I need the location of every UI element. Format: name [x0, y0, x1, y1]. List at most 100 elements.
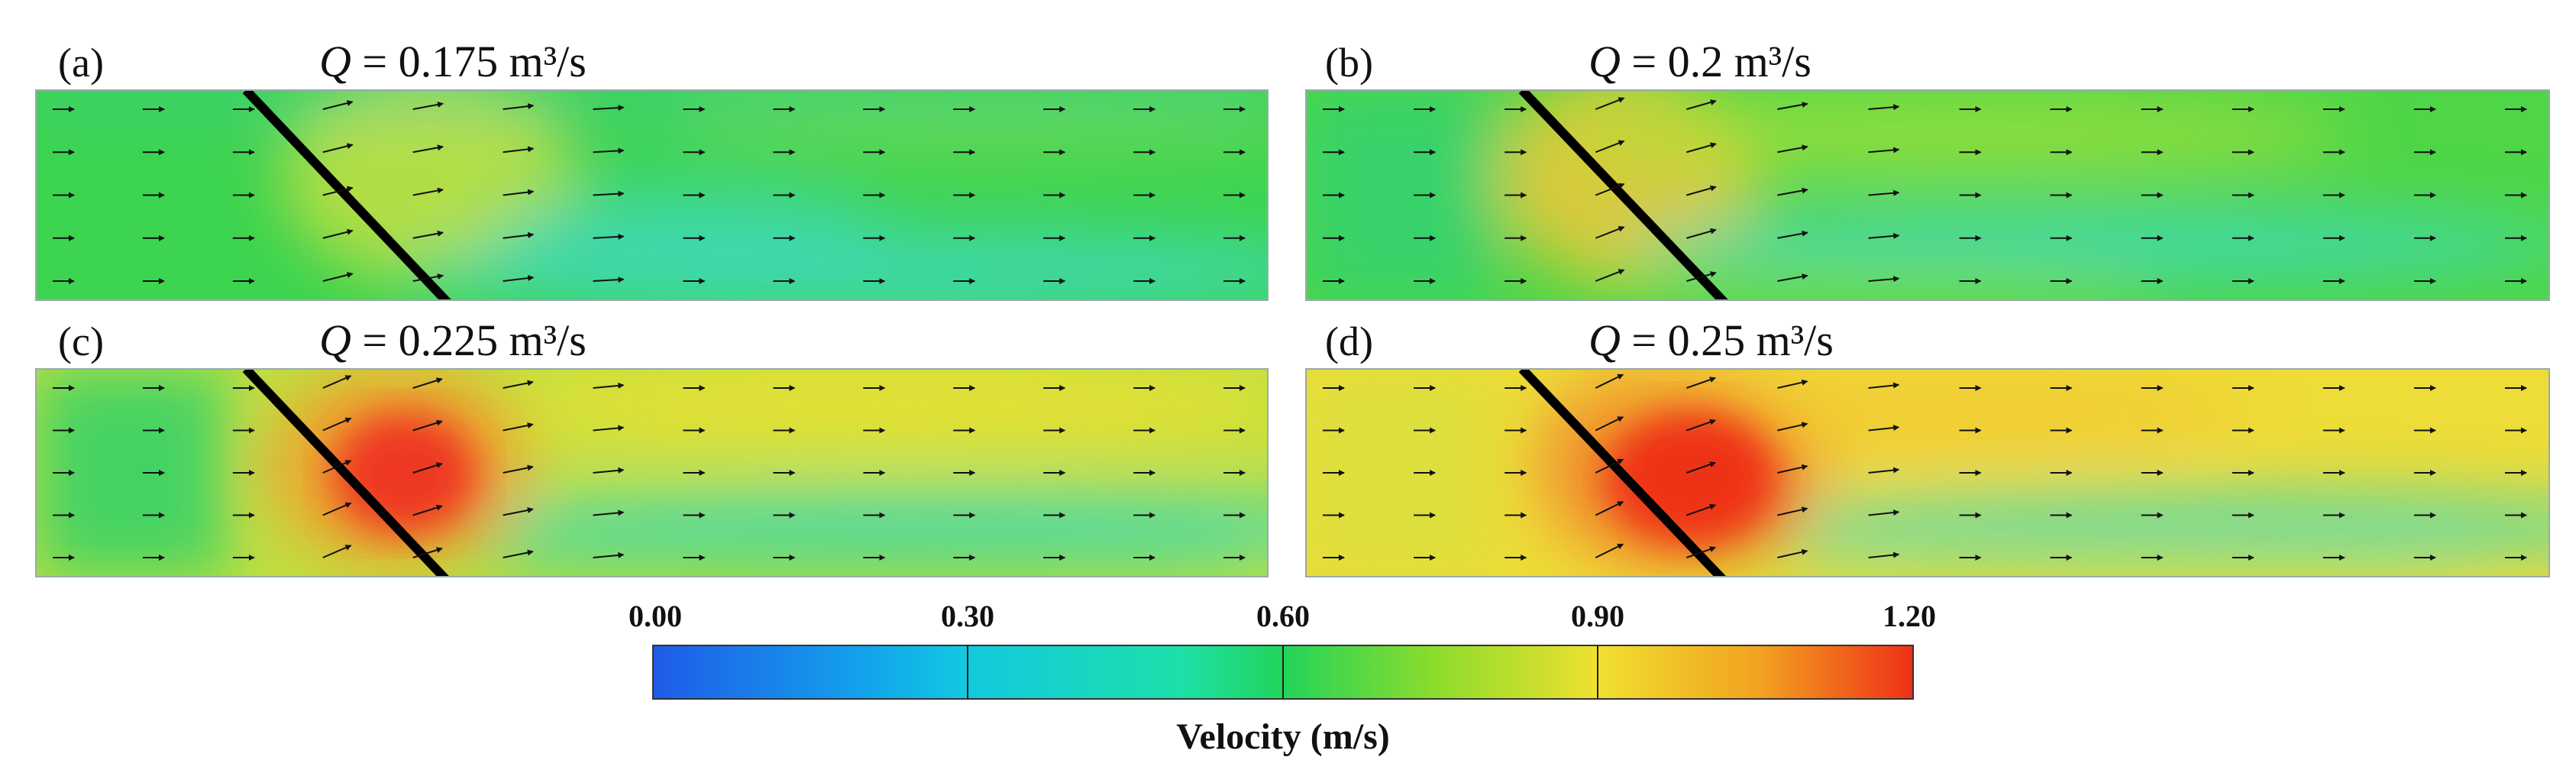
panel-b-label: (b)	[1325, 40, 1373, 86]
panel-d-label: (d)	[1325, 319, 1373, 364]
panel-c: (c) Q = 0.225 m³/s	[35, 315, 1269, 577]
velocity-arrow	[1868, 551, 1900, 558]
panel-d-inclined-plate	[1518, 369, 1727, 577]
velocity-arrow	[322, 417, 352, 432]
panel-a-label: (a)	[58, 40, 104, 86]
panel-d: (d) Q = 0.25 m³/s	[1305, 315, 2550, 577]
velocity-arrow	[503, 275, 535, 282]
velocity-arrow	[503, 189, 535, 196]
panel-b-velocity-field	[1306, 90, 2549, 300]
velocity-arrow	[593, 233, 625, 240]
colorbar-tick-label: 0.60	[1256, 599, 1310, 633]
velocity-arrow	[1777, 379, 1808, 389]
velocity-arrow	[412, 102, 444, 110]
velocity-arrow	[1686, 99, 1717, 110]
velocity-arrow	[412, 144, 444, 154]
velocity-arrow	[1595, 97, 1625, 110]
velocity-arrow	[1595, 269, 1625, 282]
panel-b-flow-rate: Q = 0.2 m³/s	[1589, 37, 1812, 86]
panel-a-velocity-vectors	[52, 100, 1246, 284]
velocity-arrow	[412, 419, 443, 432]
velocity-arrow	[1868, 425, 1900, 432]
velocity-arrow	[412, 504, 443, 516]
colorbar-tick-label: 0.90	[1571, 599, 1624, 633]
velocity-arrow	[593, 509, 625, 516]
velocity-arrow	[1595, 374, 1624, 389]
velocity-arrow	[322, 100, 354, 110]
panel-c-label: (c)	[58, 319, 104, 364]
velocity-arrow	[322, 272, 354, 282]
panel-b: (b) Q = 0.2 m³/s	[1305, 37, 2550, 301]
velocity-arrow	[322, 186, 354, 196]
colorbar-tick-label: 1.20	[1883, 599, 1936, 633]
velocity-arrow	[412, 377, 443, 389]
colorbar-tick-label: 0.00	[629, 599, 682, 633]
velocity-arrow	[1868, 382, 1900, 389]
velocity-arrow	[1686, 271, 1717, 282]
panel-b-velocity-vectors	[1322, 97, 2527, 284]
velocity-arrow	[1868, 232, 1900, 239]
velocity-arrow	[1777, 230, 1808, 239]
velocity-arrow	[1595, 543, 1624, 558]
velocity-arrow	[503, 380, 534, 389]
velocity-arrow	[1868, 104, 1900, 111]
velocity-arrow	[412, 273, 444, 282]
velocity-arrow	[1595, 458, 1624, 474]
panel-a-inclined-plate	[242, 90, 452, 300]
velocity-arrow	[503, 231, 535, 239]
panel-d-velocity-field	[1306, 369, 2549, 577]
velocity-arrow	[1777, 422, 1808, 432]
panel-c-inclined-plate	[242, 369, 450, 577]
velocity-arrow	[593, 382, 625, 389]
velocity-arrow	[1686, 228, 1717, 239]
colorbar: 0.00 0.30 0.60 0.90 1.20 Velocity (m/s)	[629, 599, 1936, 757]
velocity-arrow	[1868, 276, 1900, 283]
velocity-arrow	[503, 146, 535, 154]
velocity-arrow	[593, 467, 625, 474]
velocity-arrow	[1595, 140, 1625, 154]
velocity-arrow	[412, 462, 443, 474]
velocity-arrow	[322, 375, 352, 389]
velocity-arrow	[503, 549, 534, 558]
velocity-arrow	[1777, 187, 1808, 196]
velocity-arrow	[593, 147, 625, 154]
velocity-arrow	[503, 422, 534, 432]
panel-a-velocity-field	[36, 90, 1268, 300]
panel-d-flow-rate: Q = 0.25 m³/s	[1589, 315, 1834, 365]
velocity-arrow	[1595, 226, 1625, 239]
velocity-arrow	[1868, 189, 1900, 196]
velocity-arrow	[593, 425, 625, 432]
velocity-arrow	[1868, 467, 1900, 474]
velocity-arrow	[1777, 102, 1808, 110]
velocity-arrow	[1777, 548, 1808, 558]
panel-d-velocity-vectors	[1323, 374, 2527, 561]
panel-c-flow-rate: Q = 0.225 m³/s	[319, 315, 587, 365]
velocity-arrow	[503, 464, 534, 474]
velocity-arrow	[1686, 142, 1717, 154]
velocity-arrow	[412, 230, 444, 239]
velocity-arrow	[1777, 273, 1808, 282]
velocity-arrow	[1686, 185, 1717, 196]
velocity-arrow	[322, 502, 352, 516]
velocity-arrow	[322, 460, 352, 474]
velocity-arrow	[593, 190, 625, 197]
velocity-arrow	[593, 105, 625, 112]
velocity-arrow	[1868, 509, 1900, 516]
velocity-arrow	[322, 143, 354, 154]
velocity-arrow	[1686, 461, 1716, 474]
velocity-arrow	[1777, 144, 1808, 154]
velocity-arrow	[1686, 503, 1716, 516]
velocity-arrow	[1595, 183, 1625, 196]
velocity-arrow	[322, 545, 352, 558]
velocity-arrow	[593, 277, 625, 283]
panel-c-velocity-vectors	[53, 375, 1246, 561]
panel-a-flow-rate: Q = 0.175 m³/s	[319, 37, 587, 86]
panel-a: (a) Q = 0.175 m³/s	[35, 37, 1269, 301]
colorbar-tick-label: 0.30	[941, 599, 994, 633]
colorbar-title: Velocity (m/s)	[1176, 716, 1390, 757]
velocity-arrow	[1595, 416, 1624, 432]
velocity-arrow	[1686, 419, 1716, 432]
velocity-arrow	[1686, 546, 1716, 558]
velocity-arrow	[1595, 501, 1624, 516]
